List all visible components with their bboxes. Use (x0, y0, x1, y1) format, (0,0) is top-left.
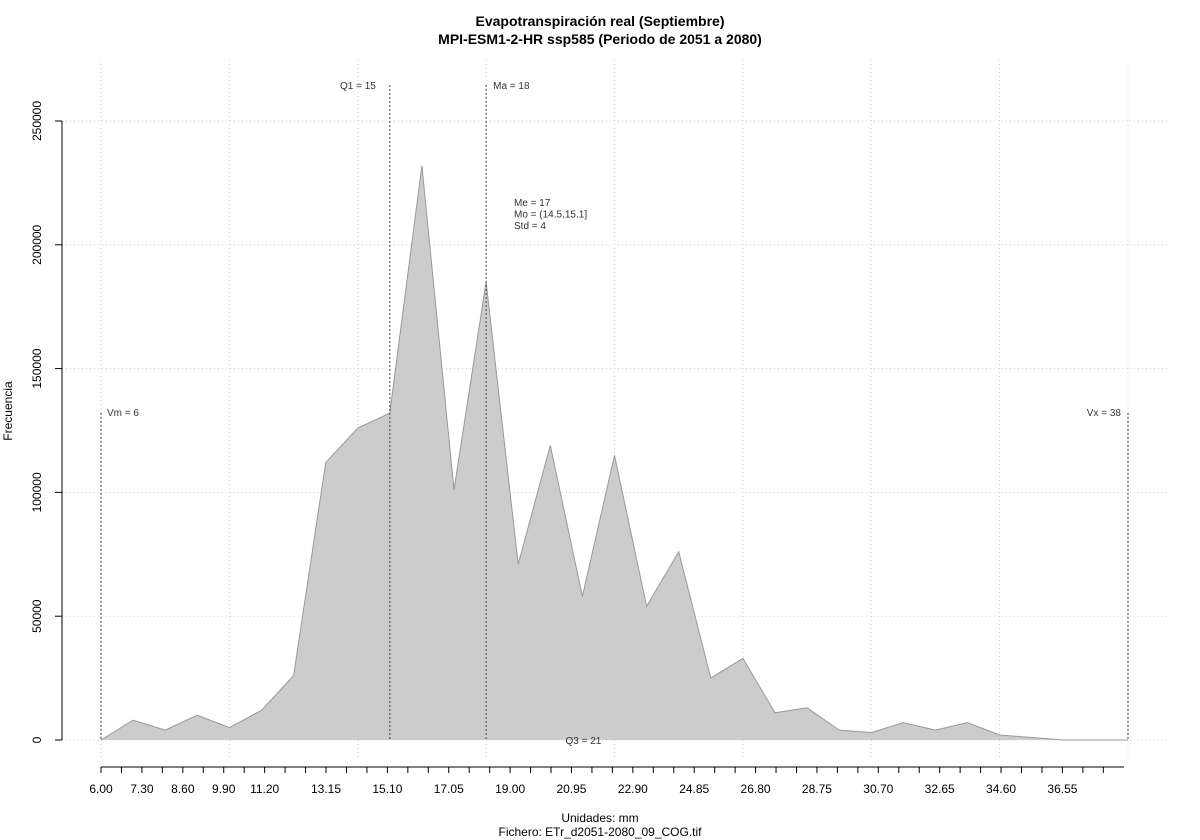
stats-label: Std = 4 (514, 221, 546, 232)
x-tick-label: 28.75 (802, 782, 832, 796)
file-caption: Fichero: ETr_d2051-2080_09_COG.tif (498, 825, 702, 839)
chart-subtitle: MPI-ESM1-2-HR ssp585 (Periodo de 2051 a … (438, 31, 762, 47)
x-tick-label: 32.65 (925, 782, 955, 796)
ma-label: Ma = 18 (493, 81, 530, 92)
x-tick-label: 11.20 (250, 782, 279, 796)
y-tick-label: 150000 (30, 348, 44, 388)
x-tick-label: 19.00 (495, 782, 525, 796)
reference-lines (100, 85, 1129, 740)
x-tick-label: 9.90 (212, 782, 236, 796)
x-tick-label: 22.90 (618, 782, 648, 796)
x-tick-label: 34.60 (986, 782, 1016, 796)
x-tick-label: 17.05 (434, 782, 464, 796)
x-tick-label: 8.60 (171, 782, 195, 796)
area-series (100, 165, 1128, 741)
x-tick-label: 13.15 (311, 782, 341, 796)
y-tick-label: 50000 (30, 599, 44, 633)
x-tick-label: 6.00 (89, 782, 113, 796)
stats-label: Mo = (14.5,15.1] (514, 210, 587, 221)
y-tick-label: 0 (30, 736, 44, 743)
x-tick-label: 24.85 (679, 782, 709, 796)
area-outline (100, 165, 1128, 741)
chart-title: Evapotranspiración real (Septiembre) (475, 13, 725, 29)
x-tick-label: 15.10 (372, 782, 402, 796)
y-tick-label: 250000 (30, 101, 44, 141)
vx-label: Vx = 38 (1087, 408, 1122, 419)
x-tick-label: 7.30 (130, 782, 154, 796)
y-tick-label: 200000 (30, 224, 44, 264)
axes: 0 50000 100000 150000 200000 250000 6.00 7.30 8.… (30, 101, 1124, 796)
stats-label: Me = 17 (514, 198, 551, 209)
q3-label: Q3 = 21 (565, 736, 601, 747)
x-tick-label: 26.80 (741, 782, 771, 796)
y-tick-label: 100000 (30, 472, 44, 512)
x-tick-label: 20.95 (556, 782, 586, 796)
x-tick-label: 30.70 (863, 782, 893, 796)
x-axis-label: Unidades: mm (561, 811, 639, 825)
q1-label: Q1 = 15 (340, 81, 376, 92)
annotation-labels: Q1 = 15 Ma = 18 Vm = 6 Vx = 38 Q3 = 21 Me = 1… (107, 81, 1121, 747)
area-fill (101, 165, 1128, 741)
vm-label: Vm = 6 (107, 408, 139, 419)
x-tick-label: 36.55 (1047, 782, 1077, 796)
